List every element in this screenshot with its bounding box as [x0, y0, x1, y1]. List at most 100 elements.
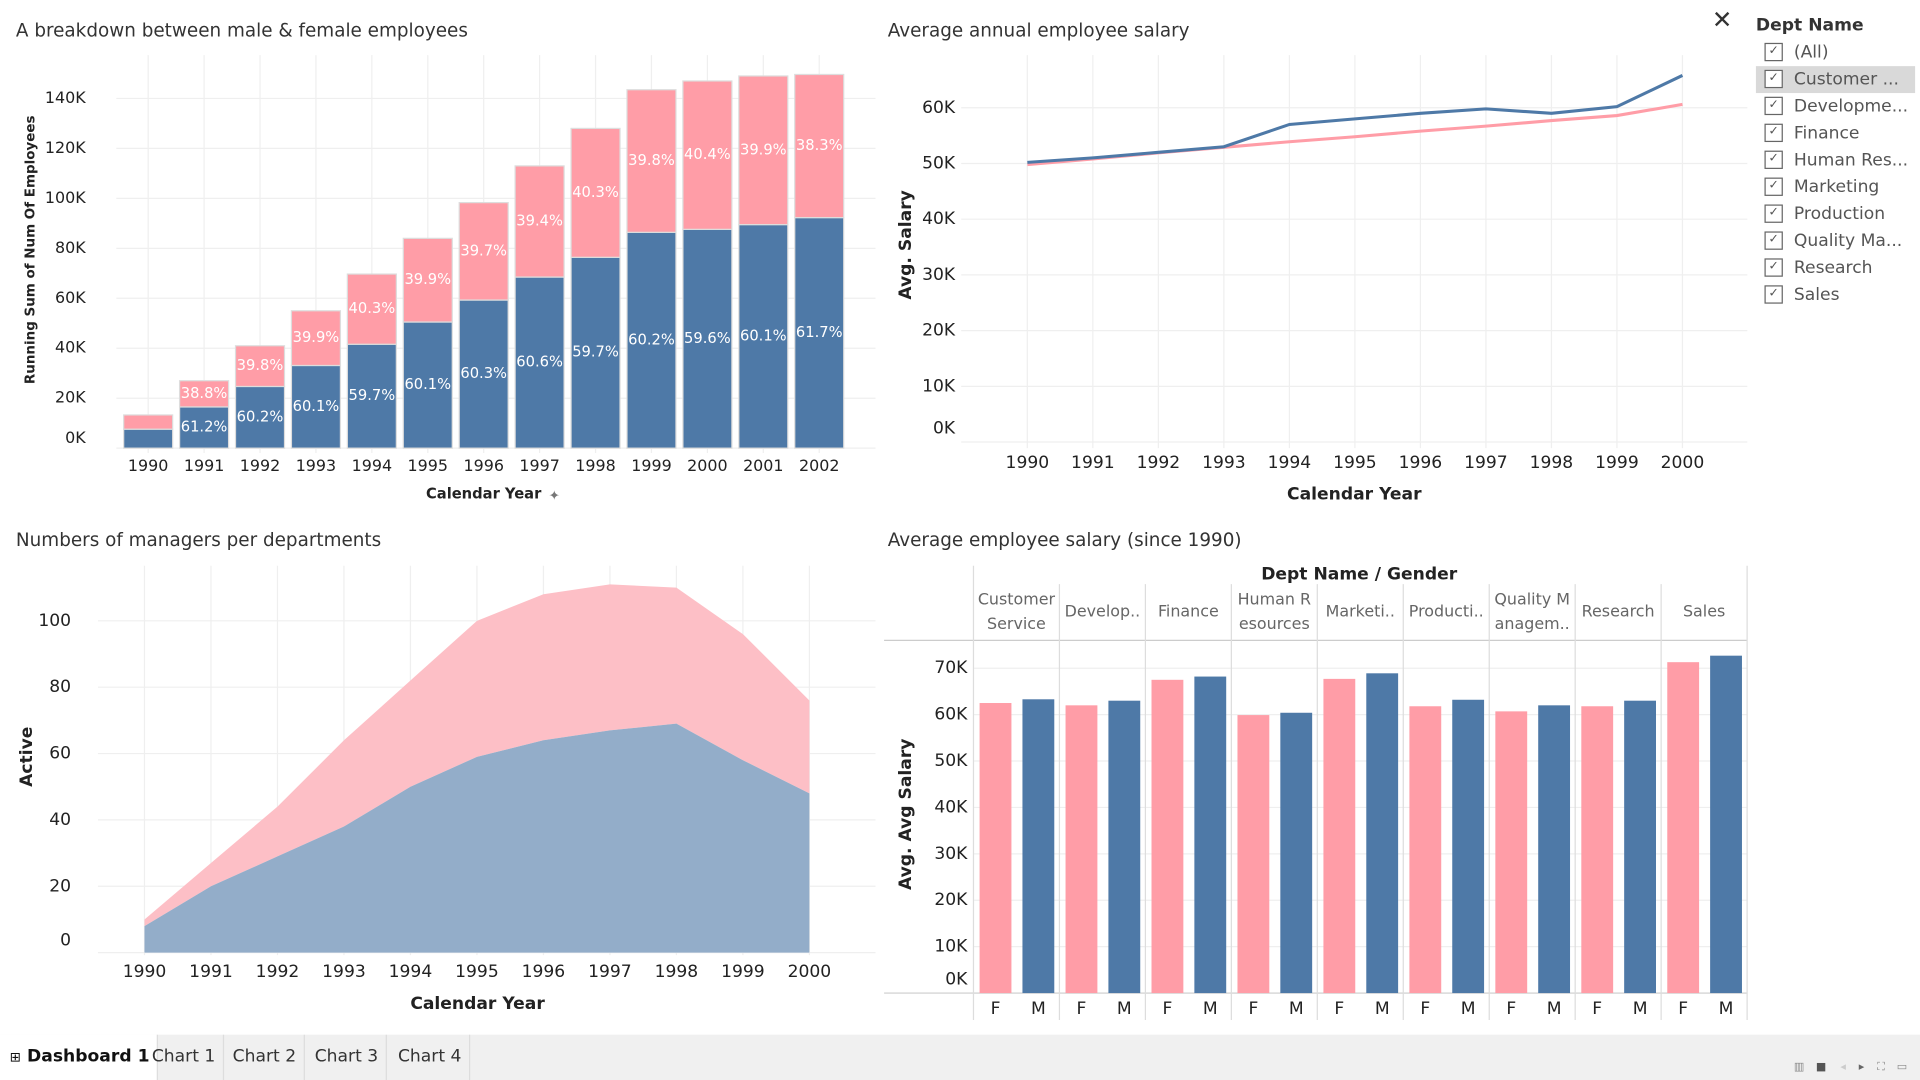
y-tick-label: 70K — [934, 658, 968, 678]
bar-label-female: 39.8% — [237, 357, 284, 374]
y-tick-label: 60 — [49, 744, 71, 764]
bar-female — [682, 80, 733, 230]
checkbox[interactable]: ✓ — [1764, 285, 1783, 304]
bar-female — [514, 165, 565, 278]
filter-item-label: Marketing — [1793, 177, 1880, 198]
area-female — [144, 584, 810, 927]
x-tick-label: 1992 — [1137, 453, 1181, 473]
x-tick-label: 1994 — [352, 456, 392, 475]
bar-male — [1108, 700, 1141, 994]
filter-item[interactable]: ✓ (All) — [1756, 39, 1915, 66]
chart4-title: Average employee salary (since 1990) — [887, 528, 1242, 552]
bar-female — [402, 237, 453, 323]
x-tick-label: 2002 — [799, 456, 839, 475]
checkbox[interactable]: ✓ — [1764, 204, 1783, 223]
tab-chart-4[interactable]: Chart 4 — [391, 1034, 471, 1080]
tab-chart-1[interactable]: Chart 1 — [144, 1034, 224, 1080]
x-tick-label: 1995 — [455, 962, 499, 982]
tab-chart-3[interactable]: Chart 3 — [307, 1034, 387, 1080]
bar-label-female: 39.4% — [516, 212, 563, 229]
tab-chart-2[interactable]: Chart 2 — [225, 1034, 305, 1080]
filter-item-label: Developme... — [1793, 96, 1909, 117]
bar-female — [1495, 711, 1528, 994]
checkbox[interactable]: ✓ — [1764, 150, 1783, 169]
x-tick-label: 1997 — [588, 962, 632, 982]
bar-female — [1237, 715, 1270, 994]
filter-item[interactable]: ✓ Research — [1756, 255, 1915, 282]
sheet-sorter-icon[interactable]: ▥ — [1793, 1061, 1805, 1074]
bar-female — [1409, 706, 1442, 994]
tab-label: Chart 2 — [232, 1046, 297, 1067]
y-tick-label: 10K — [922, 376, 956, 396]
scroll-left-icon[interactable]: ◂ — [1840, 1061, 1846, 1074]
filter-title: Dept Name — [1755, 15, 1864, 36]
sheet-tab-bar: ⊞ Dashboard 1 Chart 1 Chart 2 Chart 3 Ch… — [0, 1034, 1920, 1080]
bar-female — [234, 345, 286, 388]
bar-label-male: 60.1% — [740, 327, 787, 344]
bar-label-female: 39.9% — [740, 141, 787, 158]
bar-label-female: 38.3% — [796, 137, 843, 154]
filter-item[interactable]: ✓ Marketing — [1756, 174, 1915, 201]
y-tick-label: 60K — [934, 705, 968, 725]
x-tick-label: 1995 — [1333, 453, 1377, 473]
y-axis-title: Avg. Salary — [896, 190, 916, 299]
filter-item[interactable]: ✓ Finance — [1756, 120, 1915, 147]
filmstrip-icon[interactable]: ■ — [1815, 1061, 1827, 1074]
filter-item[interactable]: ✓ Sales — [1756, 282, 1915, 309]
checkbox[interactable]: ✓ — [1764, 96, 1783, 116]
bar-male — [570, 256, 621, 449]
filter-item-label: Sales — [1793, 285, 1840, 305]
checkbox[interactable]: ✓ — [1764, 69, 1783, 89]
filter-item[interactable]: ✓ Developme... — [1756, 93, 1915, 120]
bar-male — [1280, 712, 1313, 994]
bar-label-male: 60.1% — [404, 376, 451, 393]
presentation-icon[interactable]: ▭ — [1896, 1061, 1908, 1074]
tab-dashboard-1[interactable]: ⊞ Dashboard 1 — [0, 1034, 159, 1080]
bar-label-male: 59.6% — [684, 330, 731, 347]
checkbox[interactable]: ✓ — [1764, 42, 1783, 62]
y-tick-label: 10K — [934, 937, 968, 957]
bar-male — [1452, 699, 1485, 994]
chart3-title: Numbers of managers per departments — [15, 528, 382, 552]
area-male — [144, 723, 810, 953]
x-axis-title: Calendar Year — [1287, 485, 1422, 505]
gender-label: F — [991, 999, 1001, 1019]
x-tick-label: 1994 — [1268, 453, 1312, 473]
y-tick-label: 140K — [45, 88, 86, 107]
fullscreen-icon[interactable]: ⛶ — [1877, 1061, 1885, 1074]
gender-label: F — [1506, 999, 1516, 1019]
filter-item[interactable]: ✓ Human Res... — [1756, 147, 1915, 174]
gender-label: F — [1248, 999, 1258, 1019]
y-axis-title: Running Sum of Num Of Employees — [24, 116, 39, 385]
bar-female — [290, 310, 342, 367]
bar-label-female: 39.9% — [404, 271, 451, 288]
checkbox[interactable]: ✓ — [1764, 258, 1783, 277]
gender-label: F — [1592, 999, 1602, 1019]
bar-label-male: 59.7% — [349, 387, 396, 404]
x-tick-label: 2000 — [788, 962, 832, 982]
checkbox[interactable]: ✓ — [1764, 177, 1783, 196]
pin-icon: ✦ — [549, 489, 560, 504]
x-tick-label: 1990 — [128, 456, 168, 475]
x-axis-title: Calendar Year — [426, 486, 542, 503]
x-tick-label: 1994 — [389, 962, 433, 982]
filter-item[interactable]: ✓ Production — [1756, 201, 1915, 228]
dept-header-label: anagem.. — [1495, 614, 1570, 633]
y-tick-label: 20K — [55, 388, 86, 407]
filter-item[interactable]: ✓ Customer ... — [1755, 66, 1916, 94]
bar-male — [1710, 655, 1742, 994]
gender-label: M — [1719, 999, 1734, 1019]
filter-item[interactable]: ✓ Quality Ma... — [1756, 228, 1915, 255]
checkbox[interactable]: ✓ — [1764, 231, 1783, 250]
bar-label-male: 60.2% — [628, 331, 675, 348]
checkbox[interactable]: ✓ — [1764, 123, 1783, 143]
x-tick-label: 1992 — [240, 456, 280, 475]
scroll-right-icon[interactable]: ▸ — [1858, 1061, 1865, 1074]
dept-header-label: esources — [1239, 614, 1310, 633]
filter-item-label: Research — [1793, 258, 1873, 278]
x-tick-label: 2000 — [1661, 453, 1705, 473]
close-icon[interactable]: ✕ — [1711, 4, 1733, 35]
bar-female — [1065, 705, 1098, 994]
bar-female — [794, 73, 845, 219]
y-tick-label: 80K — [55, 238, 86, 257]
